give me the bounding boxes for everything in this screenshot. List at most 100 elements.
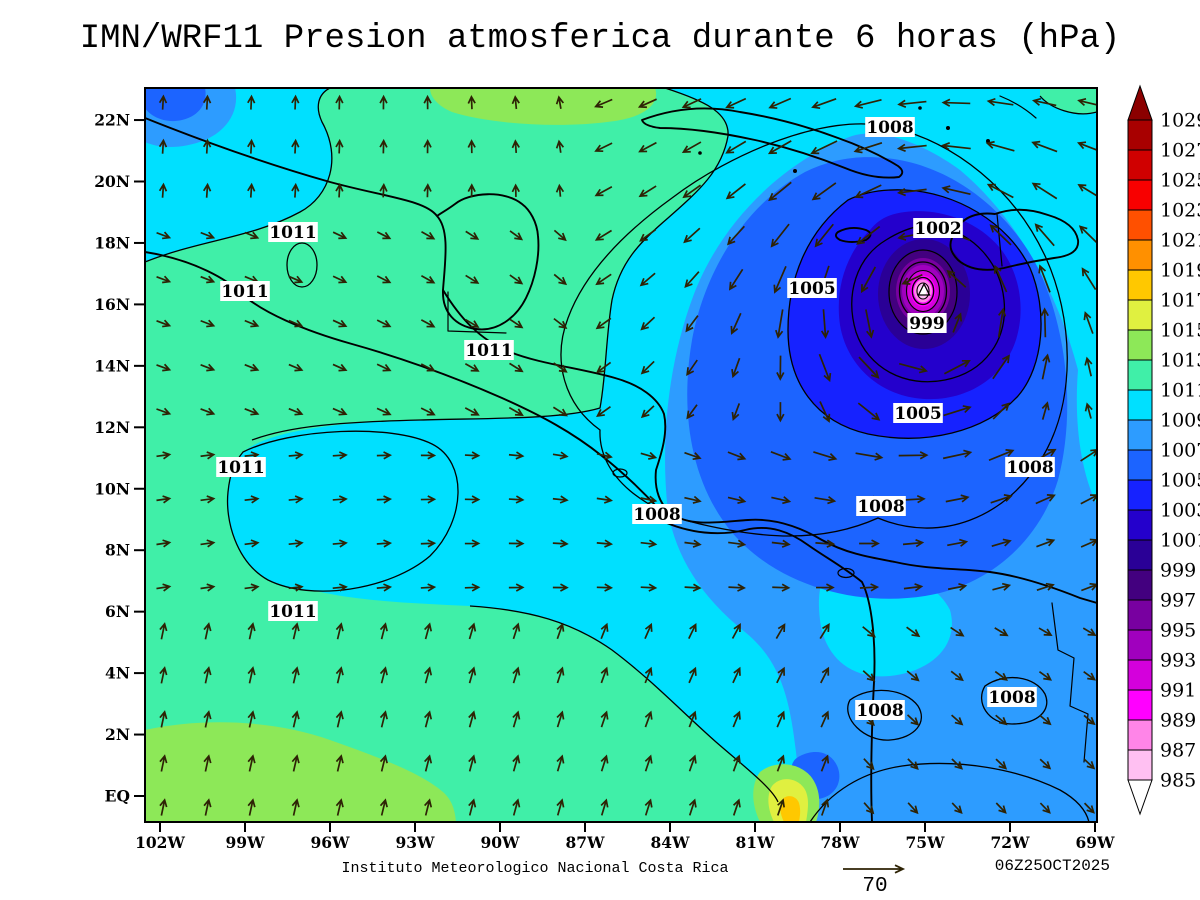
colorbar-label: 1011 — [1160, 380, 1200, 402]
wind-arrow — [156, 407, 172, 416]
wind-arrow — [468, 754, 477, 772]
wind-arrow — [464, 583, 481, 592]
wind-arrow — [992, 402, 1010, 420]
wind-arrow — [335, 94, 344, 110]
wind-arrow — [556, 754, 565, 772]
wind-arrow — [731, 357, 741, 379]
wind-arrow — [903, 583, 924, 592]
wind-arrow — [332, 319, 348, 328]
wind-arrow — [552, 495, 569, 504]
wind-arrow — [291, 622, 300, 640]
isobar-label: 1008 — [857, 497, 904, 517]
wind-arrow — [819, 623, 830, 640]
wind-arrow — [376, 275, 392, 284]
wind-arrow — [467, 95, 476, 110]
wind-arrow — [951, 758, 963, 770]
wind-arrow — [727, 495, 747, 505]
wind-arrow — [200, 583, 216, 592]
wind-arrow — [986, 97, 1014, 107]
isobar-label: 1005 — [894, 404, 941, 424]
coastline-gulf-yucatan — [145, 117, 540, 331]
wind-arrow — [994, 627, 1009, 637]
wind-arrow — [424, 622, 433, 640]
lake-outline — [837, 567, 855, 579]
wind-arrow — [200, 407, 216, 416]
wind-arrow — [639, 272, 656, 287]
colorbar-label: 993 — [1160, 650, 1196, 672]
wind-arrow — [638, 185, 657, 198]
wind-arrow — [896, 187, 927, 197]
wind-arrow — [595, 273, 612, 286]
wind-arrow — [857, 402, 881, 421]
wind-arrow — [814, 495, 837, 505]
wind-arrow — [1077, 97, 1097, 107]
wind-arrow — [818, 353, 832, 383]
wind-arrow — [863, 758, 875, 771]
wind-arrow — [203, 622, 212, 640]
wind-arrow — [1041, 353, 1051, 380]
wind-arrow — [464, 539, 481, 548]
isobar-label-box — [1005, 457, 1055, 477]
wind-arrow — [465, 274, 480, 284]
isobar-label: 1011 — [465, 341, 512, 361]
lon-label: 84W — [651, 833, 691, 852]
isobar-label: 1005 — [788, 279, 835, 299]
wind-arrow — [379, 94, 388, 110]
wind-arrow — [775, 623, 786, 639]
wind-arrow — [640, 405, 655, 419]
colorbar-cell — [1127, 119, 1153, 151]
wind-arrow — [553, 317, 568, 329]
isobar-1008 — [980, 676, 1048, 725]
wind-arrow — [156, 495, 172, 504]
wind-arrow — [896, 143, 927, 153]
wind-arrow — [637, 98, 657, 109]
lon-label: 96W — [311, 833, 351, 852]
isobar-label-box — [632, 504, 682, 524]
wind-arrow — [288, 363, 304, 372]
wind-arrow — [555, 139, 565, 153]
wind-arrow — [420, 583, 437, 592]
colorbar-cell — [1127, 569, 1153, 601]
wind-arrow — [820, 666, 830, 684]
wind-arrow — [200, 451, 216, 460]
wind-arrow — [997, 307, 1007, 338]
lon-label: 69W — [1076, 833, 1116, 852]
wind-arrow — [1081, 267, 1097, 291]
wind-arrow — [688, 798, 697, 816]
map-border — [144, 87, 1098, 823]
wind-arrow — [640, 583, 658, 592]
wind-arrow — [508, 451, 525, 460]
wind-arrow — [596, 406, 611, 418]
wind-arrow — [732, 798, 741, 816]
wind-arrow — [644, 754, 653, 772]
wind-arrow — [638, 141, 657, 153]
figure-title: IMN/WRF11 Presion atmosferica durante 6 … — [79, 20, 1121, 58]
wind-arrow — [951, 714, 964, 726]
wind-arrow — [247, 710, 256, 728]
wind-arrow — [941, 185, 971, 196]
wind-arrow — [1077, 183, 1097, 199]
lon-label: 87W — [566, 833, 606, 852]
wind-arrow — [1038, 670, 1053, 681]
wind-arrow — [771, 539, 791, 548]
wind-arrow — [379, 754, 388, 772]
isobar-label-box — [856, 496, 906, 516]
wind-arrow — [288, 407, 304, 416]
wind-arrow — [596, 583, 614, 592]
colorbar-cell — [1127, 749, 1153, 781]
colorbar-cell — [1127, 659, 1153, 691]
lat-label: 22N — [94, 111, 130, 130]
wind-arrow — [950, 670, 964, 682]
wind-arrow — [424, 754, 433, 772]
wind-arrow — [335, 666, 344, 684]
wind-arrow — [288, 539, 304, 548]
wind-arrow — [820, 754, 830, 772]
wind-arrow — [770, 451, 792, 461]
isobar-label-box — [268, 601, 318, 621]
lon-label: 72W — [991, 833, 1031, 852]
wind-arrow — [731, 623, 741, 639]
wind-arrow — [854, 184, 882, 199]
wind-arrow — [247, 94, 256, 110]
colorbar-cell — [1127, 449, 1153, 481]
